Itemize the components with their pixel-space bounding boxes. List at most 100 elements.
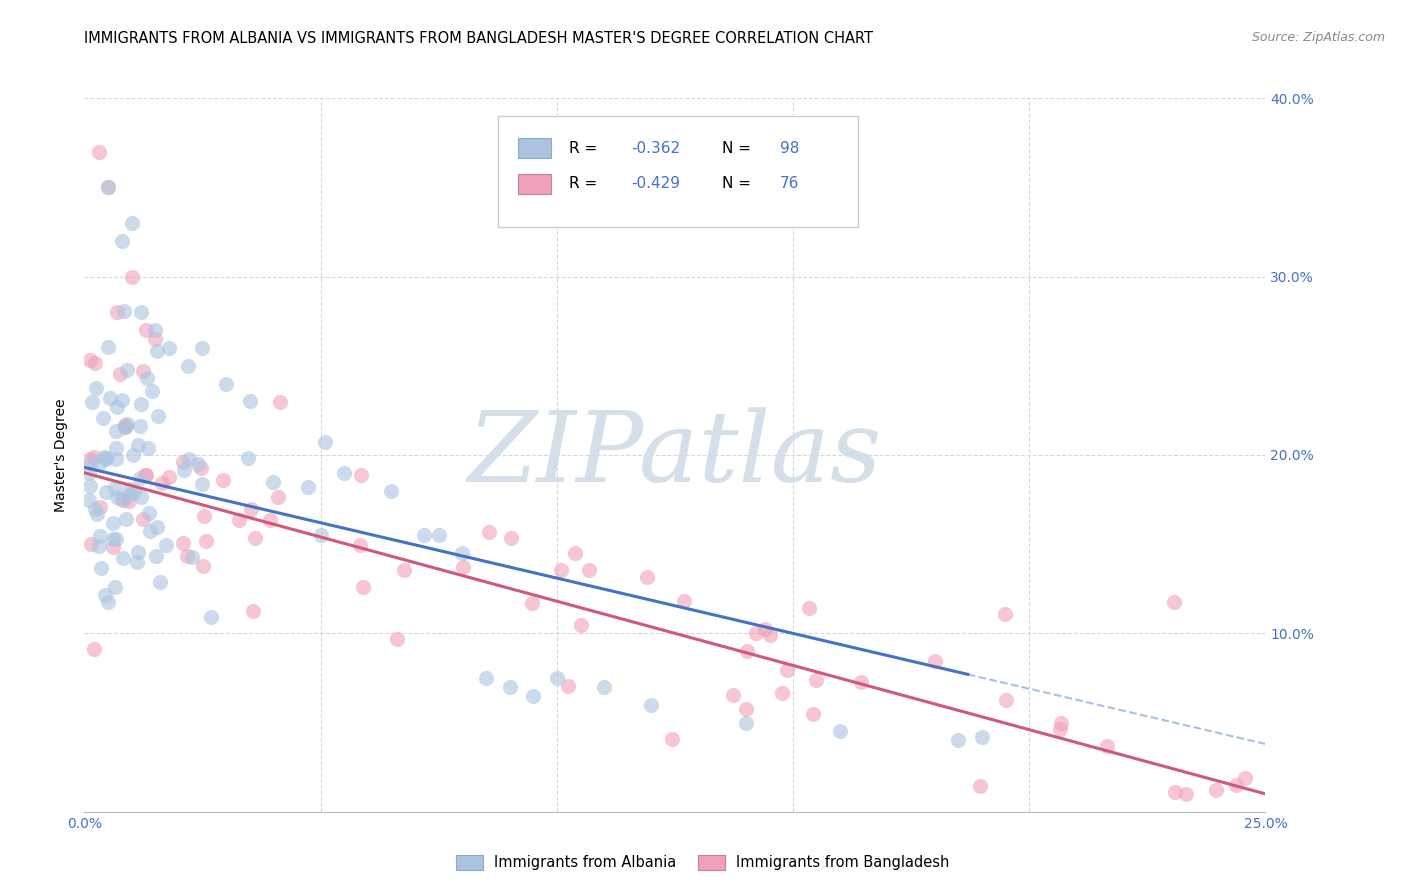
- Point: [150, 476, 173, 491]
- Point: [117, 363, 139, 377]
- Point: [80, 395, 103, 409]
- Point: [110, 392, 132, 407]
- Point: [212, 473, 235, 487]
- Point: [578, 562, 600, 576]
- Point: [98, 391, 121, 405]
- Point: [93, 450, 115, 465]
- Point: [735, 644, 758, 658]
- Point: [520, 596, 543, 610]
- Point: [127, 438, 149, 452]
- Point: [262, 475, 284, 489]
- Point: [105, 400, 128, 414]
- Point: [770, 686, 793, 700]
- Point: [146, 519, 169, 533]
- Point: [236, 450, 259, 465]
- Point: [557, 679, 579, 693]
- Point: [1233, 771, 1256, 785]
- Point: [97, 180, 120, 194]
- Point: [498, 680, 520, 694]
- Point: [79, 353, 101, 368]
- Point: [104, 441, 127, 455]
- Point: [994, 607, 1017, 622]
- Point: [121, 269, 143, 284]
- Point: [97, 595, 120, 609]
- Point: [135, 468, 157, 483]
- Point: [79, 537, 101, 551]
- Legend: Immigrants from Albania, Immigrants from Bangladesh: Immigrants from Albania, Immigrants from…: [450, 848, 956, 876]
- Text: R =: R =: [568, 177, 602, 191]
- Point: [333, 466, 356, 480]
- Point: [83, 450, 105, 464]
- Point: [309, 528, 332, 542]
- Point: [87, 540, 110, 554]
- Point: [190, 460, 212, 475]
- Point: [172, 455, 194, 469]
- Point: [149, 574, 172, 589]
- FancyBboxPatch shape: [517, 174, 551, 194]
- Point: [797, 600, 820, 615]
- Point: [93, 411, 115, 425]
- Point: [107, 305, 129, 319]
- Point: [177, 451, 200, 466]
- Point: [242, 604, 264, 618]
- Point: [89, 529, 111, 543]
- Point: [172, 536, 194, 550]
- Point: [104, 481, 127, 495]
- Point: [86, 507, 108, 521]
- Point: [661, 731, 683, 746]
- Point: [146, 343, 169, 358]
- Point: [105, 532, 128, 546]
- Point: [84, 502, 107, 516]
- Point: [104, 580, 127, 594]
- Point: [1225, 779, 1247, 793]
- Point: [141, 384, 163, 399]
- Point: [112, 303, 135, 318]
- Point: [101, 516, 124, 530]
- Point: [111, 551, 134, 566]
- Text: ZIPatlas: ZIPatlas: [468, 408, 882, 502]
- Point: [734, 715, 756, 730]
- Point: [239, 501, 262, 516]
- Point: [121, 216, 143, 230]
- Point: [125, 555, 148, 569]
- Point: [349, 538, 371, 552]
- Text: 98: 98: [780, 141, 800, 155]
- Point: [132, 364, 155, 378]
- Point: [392, 563, 415, 577]
- Point: [522, 689, 544, 703]
- Point: [87, 145, 110, 159]
- Point: [804, 673, 827, 687]
- Point: [128, 471, 150, 485]
- Point: [314, 435, 336, 450]
- Point: [387, 632, 409, 646]
- Point: [636, 570, 658, 584]
- Point: [776, 663, 799, 677]
- Point: [115, 512, 138, 526]
- Point: [173, 463, 195, 477]
- Text: -0.362: -0.362: [631, 141, 681, 155]
- Point: [94, 450, 117, 465]
- Point: [114, 417, 136, 432]
- FancyBboxPatch shape: [517, 138, 551, 158]
- Point: [110, 367, 132, 381]
- Point: [111, 492, 134, 507]
- Point: [104, 424, 127, 438]
- Point: [475, 671, 498, 685]
- Point: [129, 396, 152, 410]
- Point: [111, 234, 134, 248]
- Point: [269, 395, 291, 409]
- Point: [79, 451, 101, 466]
- Point: [124, 485, 146, 500]
- Point: [104, 451, 127, 466]
- Point: [380, 483, 402, 498]
- Point: [569, 617, 592, 632]
- Point: [228, 513, 250, 527]
- Point: [143, 332, 166, 346]
- Text: N =: N =: [723, 177, 756, 191]
- Point: [101, 532, 124, 546]
- Point: [478, 525, 501, 540]
- Point: [191, 558, 214, 573]
- Point: [215, 376, 238, 391]
- Point: [830, 724, 852, 739]
- Point: [80, 456, 103, 470]
